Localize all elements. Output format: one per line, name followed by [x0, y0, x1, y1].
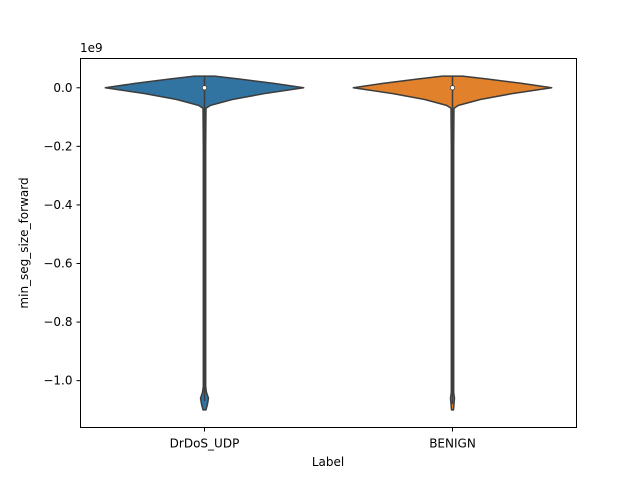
y-axis: 0.0 −0.2 −0.4 −0.6 −0.8 −1.0	[43, 81, 81, 388]
violin-median-point	[449, 85, 456, 91]
y-tick-label: −0.6	[43, 257, 72, 271]
y-tick-label: −0.8	[43, 315, 72, 329]
y-tick-label: −0.2	[43, 139, 72, 153]
x-axis: DrDoS_UDP BENIGN	[170, 427, 476, 451]
y-tick-label: 0.0	[53, 81, 72, 95]
y-axis-label: min_seg_size_forward	[17, 177, 31, 308]
x-tick-label: BENIGN	[429, 437, 476, 451]
violin-median-point	[201, 85, 208, 91]
violins-layer	[104, 75, 553, 411]
y-offset-label: 1e9	[80, 41, 103, 55]
x-axis-label: Label	[312, 455, 344, 469]
y-tick-label: −1.0	[43, 374, 72, 388]
plot-frame	[80, 58, 577, 428]
x-tick-label: DrDoS_UDP	[170, 437, 240, 451]
y-tick-label: −0.4	[43, 198, 72, 212]
